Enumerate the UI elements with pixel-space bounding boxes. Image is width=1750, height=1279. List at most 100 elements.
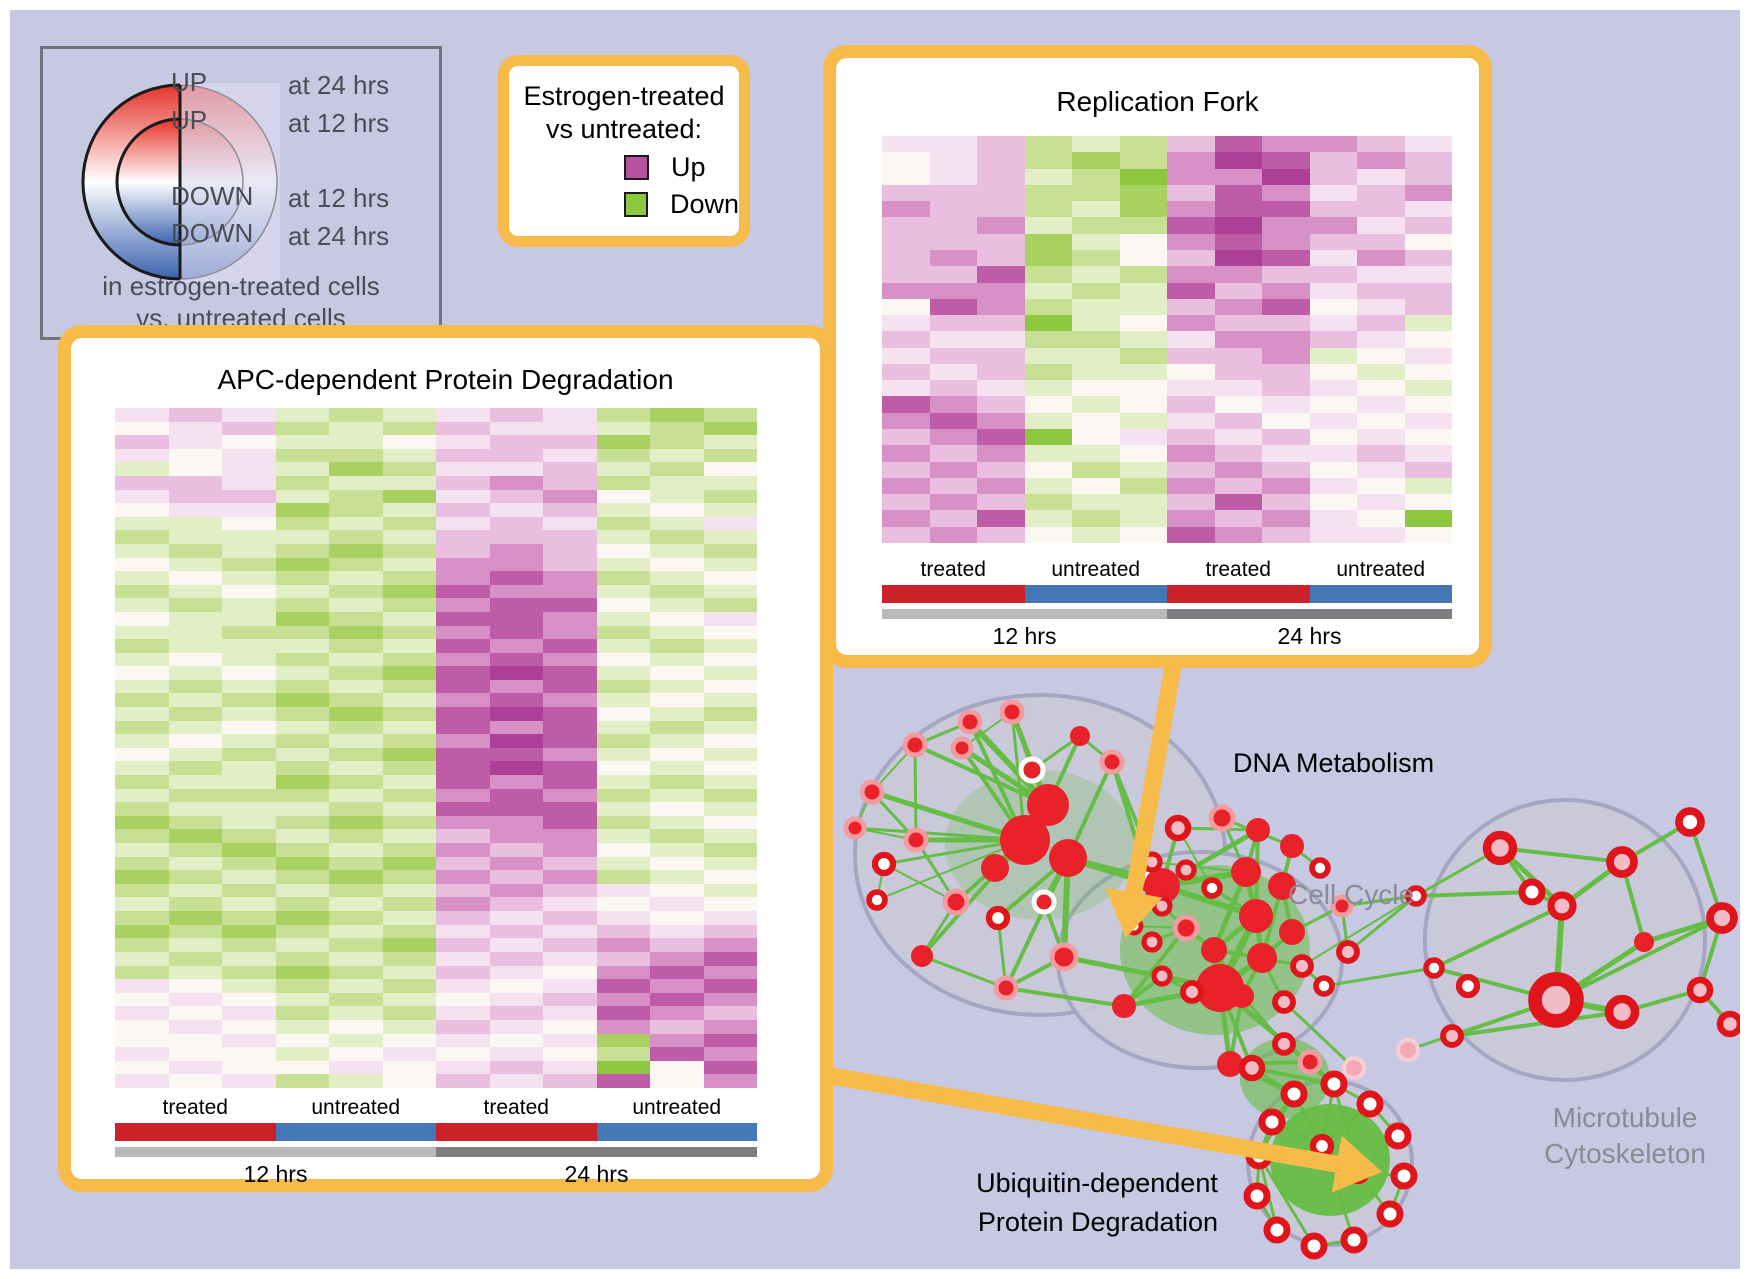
heatmap-cell (168, 843, 222, 857)
heatmap-cell (222, 530, 276, 544)
heatmap-cell (1214, 494, 1262, 511)
heatmap-cell (115, 979, 169, 993)
heatmap-cell (1119, 315, 1167, 332)
heatmap-cell (1214, 396, 1262, 413)
heatmap-cell (1119, 266, 1167, 283)
heatmap-cell (650, 761, 704, 776)
heatmap-cell (703, 734, 757, 748)
heatmap-cell (222, 516, 276, 531)
heatmap-cell (703, 557, 757, 572)
heatmap-cell (1357, 152, 1405, 169)
heatmap-cell (543, 897, 597, 912)
network-node (1356, 1090, 1384, 1118)
heatmap-cell (275, 1033, 329, 1048)
legend-caption-line1: in estrogen-treated cells (102, 271, 380, 301)
heatmap-cell (115, 448, 169, 463)
heatmap-cell (1262, 331, 1310, 348)
heatmap-cell (703, 571, 757, 585)
heatmap-cell (382, 734, 436, 748)
heatmap-cell (1167, 331, 1215, 348)
heatmap-cell (168, 448, 222, 463)
heatmap-cell (1214, 201, 1262, 218)
heatmap-cell (275, 761, 329, 776)
heatmap-cell (1309, 396, 1357, 413)
heatmap-cell (1357, 510, 1405, 527)
heatmap-cell (329, 516, 383, 531)
heatmap-cell (382, 679, 436, 694)
heatmap-cell (222, 1019, 276, 1034)
heatmap-cell (436, 598, 490, 612)
time-label: 12 hrs (992, 623, 1057, 649)
heatmap-cell (489, 720, 543, 735)
heatmap-cell (115, 408, 169, 422)
heatmap-cell (929, 168, 977, 185)
heatmap-cell (168, 856, 222, 871)
heatmap-cell (489, 897, 543, 912)
heatmap-cell (115, 571, 169, 585)
heatmap-cell (543, 530, 597, 544)
heatmap-cell (168, 979, 222, 993)
time-bar (1167, 609, 1452, 619)
heatmap-cell (1309, 152, 1357, 169)
heatmap-cell (1309, 494, 1357, 511)
heatmap-cell (1309, 526, 1357, 543)
heatmap-cell (382, 611, 436, 626)
heatmap-cell (977, 152, 1025, 169)
heatmap-cell (222, 883, 276, 898)
heatmap-cell (382, 557, 436, 572)
heatmap-cell (222, 815, 276, 830)
network-node (1290, 954, 1314, 978)
heatmap-cell (1119, 526, 1167, 543)
network-edge (1004, 857, 1070, 989)
heatmap-cell (168, 571, 222, 585)
heatmap-cell (1357, 494, 1405, 511)
heatmap-cell (489, 979, 543, 993)
network-node (911, 945, 933, 967)
up-color-swatch (624, 155, 649, 180)
heatmap-cell (275, 530, 329, 544)
heatmap-cell (222, 829, 276, 844)
heatmap-cell (115, 639, 169, 653)
heatmap-cell (115, 516, 169, 531)
regulation-title-line2: vs untreated: (545, 114, 703, 144)
heatmap-cell (1167, 298, 1215, 316)
heatmap-cell (382, 843, 436, 857)
legend-up-24-time: at 24 hrs (288, 70, 390, 100)
network-graph (824, 653, 1740, 1260)
flow-arrow-shaft (1125, 653, 1184, 895)
heatmap-cell (489, 707, 543, 721)
heatmap-cell (650, 666, 704, 680)
heatmap-cell (882, 412, 930, 430)
heatmap-cell (168, 503, 222, 517)
legend-item-down: Down (624, 189, 739, 220)
heatmap-cell (1404, 477, 1452, 495)
heatmap-cell (1262, 494, 1310, 511)
heatmap-cell (489, 1006, 543, 1020)
heatmap-cell (1262, 363, 1310, 381)
heatmap-cell (1119, 282, 1167, 299)
heatmap-cell (115, 543, 169, 558)
heatmap-cell (489, 1019, 543, 1034)
heatmap-cell (329, 598, 383, 612)
heatmap-cell (275, 856, 329, 871)
heatmap-cell (1024, 396, 1072, 413)
heatmap-cell (275, 503, 329, 517)
heatmap-cell (168, 747, 222, 762)
network-node (1280, 1080, 1308, 1108)
heatmap-cell (1024, 266, 1072, 283)
network-node (1272, 990, 1296, 1014)
heatmap-cell (382, 1033, 436, 1048)
group-label: untreated (311, 1096, 401, 1119)
heatmap-cell (168, 788, 222, 803)
heatmap-cell (1072, 201, 1120, 218)
heatmap-cell (703, 435, 757, 449)
heatmap-cell (275, 951, 329, 966)
heatmap-cell (115, 788, 169, 803)
heatmap-cell (543, 992, 597, 1007)
heatmap-cell (596, 611, 650, 626)
heatmap-cell (1262, 201, 1310, 218)
network-edge (883, 863, 957, 903)
heatmap-cell (1024, 217, 1072, 234)
heatmap-cell (1309, 249, 1357, 267)
heatmap-cell (275, 979, 329, 993)
